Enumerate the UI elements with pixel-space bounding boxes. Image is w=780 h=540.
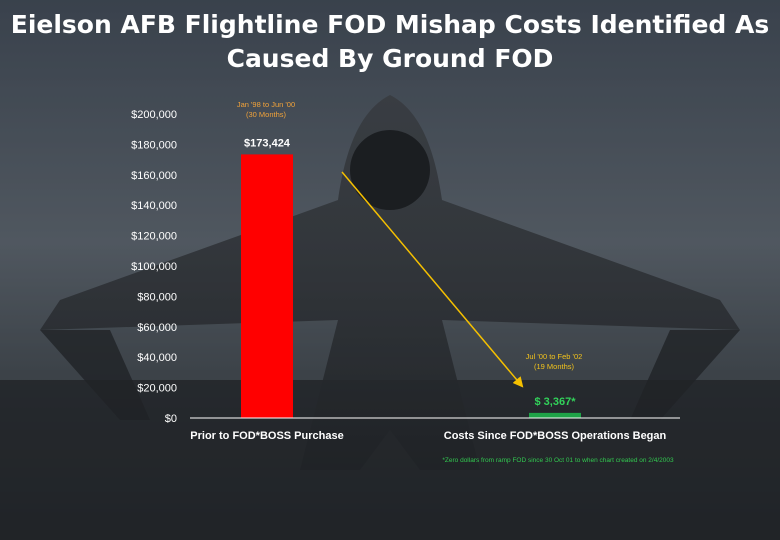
period-label: Jan '98 to Jun '00: [237, 100, 295, 109]
y-tick-label: $160,000: [131, 170, 177, 182]
y-tick-label: $60,000: [137, 322, 177, 334]
y-tick-label: $20,000: [137, 383, 177, 395]
bar-prior: [241, 154, 293, 419]
period-label: Jul '00 to Feb '02: [526, 352, 583, 361]
y-tick-label: $0: [165, 413, 177, 425]
period-annotations: Jan '98 to Jun '00(30 Months) Jul '00 to …: [237, 100, 582, 371]
bar-since: [529, 412, 581, 418]
footnote: *Zero dollars from ramp FOD since 30 Oct…: [442, 457, 674, 464]
trend-arrow: [341, 171, 524, 388]
bars: [241, 154, 581, 419]
y-tick-label: $40,000: [137, 352, 177, 364]
x-axis-category-labels: Prior to FOD*BOSS Purchase Costs Since FO…: [190, 430, 666, 442]
value-label: $173,424: [244, 137, 291, 149]
y-tick-label: $180,000: [131, 139, 177, 151]
period-label: (30 Months): [246, 110, 287, 119]
y-tick-label: $140,000: [131, 200, 177, 212]
y-axis-tick-labels: $0 $20,000 $40,000 $60,000 $80,000 $100,000 $1…: [131, 109, 177, 425]
y-tick-label: $80,000: [137, 291, 177, 303]
x-tick-label: Prior to FOD*BOSS Purchase: [190, 430, 343, 442]
y-tick-label: $120,000: [131, 231, 177, 243]
x-tick-label: Costs Since FOD*BOSS Operations Began: [444, 430, 667, 442]
period-label: (19 Months): [534, 362, 575, 371]
y-tick-label: $100,000: [131, 261, 177, 273]
trend-arrow-layer: [341, 171, 524, 388]
value-labels: $173,424 $ 3,367*: [244, 137, 576, 407]
chart-title-line-2: Caused By Ground FOD: [226, 44, 554, 73]
chart-title-line-1: Eielson AFB Flightline FOD Mishap Costs …: [10, 10, 770, 39]
y-tick-label: $200,000: [131, 109, 177, 121]
value-label: $ 3,367*: [535, 396, 577, 408]
